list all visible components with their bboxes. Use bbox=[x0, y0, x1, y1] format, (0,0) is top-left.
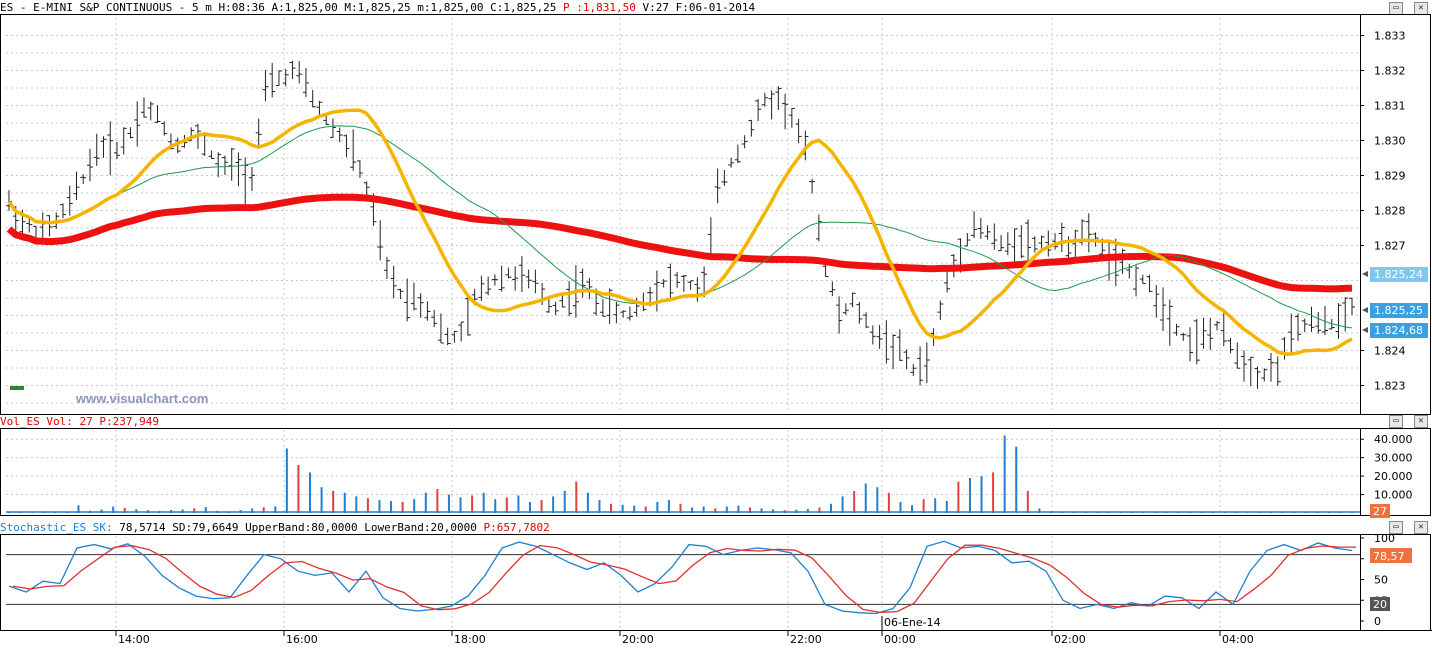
slow-moving-average-line bbox=[6, 193, 1353, 293]
price-tag-label: 1.824,68 bbox=[1374, 324, 1423, 337]
volume-indicator-label: Vol_ES Vol: bbox=[0, 415, 73, 428]
time-tick-label: 00:00 bbox=[884, 633, 916, 646]
volume-pane-header: Vol_ES Vol: 27 P:237,949 bbox=[0, 414, 159, 429]
price-tag-arrow bbox=[1362, 327, 1368, 333]
volume-p-label: P: bbox=[99, 415, 113, 428]
stochastic-p-value: 657,7802 bbox=[496, 521, 550, 534]
price-tag-box bbox=[1370, 267, 1428, 282]
price-tag-arrow bbox=[1362, 271, 1368, 277]
stochastic-tick-label: 50 bbox=[1374, 574, 1388, 587]
price-tick-label: 1.831 bbox=[1374, 100, 1406, 113]
time-tick-label: 20:00 bbox=[622, 633, 654, 646]
max-label: M: bbox=[344, 1, 358, 14]
watermark-text: www.visualchart.com bbox=[75, 391, 208, 406]
symbol-label: ES - E-MINI S&P CONTINUOUS - 5 m bbox=[0, 1, 212, 14]
upperband-value: 80,0000 bbox=[311, 521, 358, 534]
upperband-label: UpperBand: bbox=[245, 521, 312, 534]
price-tick-label: 1.824 bbox=[1374, 345, 1406, 358]
stochastic-tick-label: 0 bbox=[1374, 615, 1381, 628]
lowerband-label: LowerBand: bbox=[364, 521, 431, 534]
high-time-value: 08:36 bbox=[231, 1, 265, 14]
volume-indicator-value: 27 bbox=[79, 415, 93, 428]
sk-value: 78,5714 bbox=[119, 521, 166, 534]
volume-tick-label: 20.000 bbox=[1374, 470, 1413, 483]
volume-last-tag-label: 27 bbox=[1373, 505, 1387, 518]
volume-tick-label: 30.000 bbox=[1374, 452, 1413, 465]
price-tick-label: 1.827 bbox=[1374, 240, 1406, 253]
date-value: 06-01-2014 bbox=[688, 1, 756, 14]
stochastic-pane-header: Stochastic_ES SK: 78,5714 SD:79,6649 Upp… bbox=[0, 520, 550, 535]
stochastic-last-tag-box bbox=[1370, 548, 1412, 563]
close-label: C: bbox=[490, 1, 504, 14]
close-value: 1,825,25 bbox=[503, 1, 557, 14]
green-marker bbox=[10, 386, 24, 390]
volume-p-value: 237,949 bbox=[112, 415, 159, 428]
date-marker-label: 06-Ene-14 bbox=[884, 616, 941, 629]
high-time-label: H: bbox=[218, 1, 232, 14]
price-pane-frame bbox=[0, 14, 1431, 415]
time-tick-label: 14:00 bbox=[118, 633, 150, 646]
stochastic-last-tag-label: 78,57 bbox=[1373, 550, 1405, 563]
volume-pane-frame bbox=[0, 428, 1431, 516]
time-tick-label: 02:00 bbox=[1054, 633, 1086, 646]
price-tag-arrow bbox=[1362, 307, 1368, 313]
price-tick-label: 1.832 bbox=[1374, 65, 1406, 78]
volume-last-tag-box bbox=[1370, 504, 1390, 518]
lowerband-value: 20,0000 bbox=[430, 521, 477, 534]
volume-label: V: bbox=[642, 1, 656, 14]
stochastic-band-tag-label: 20 bbox=[1373, 598, 1387, 611]
time-tick-label: 04:00 bbox=[1222, 633, 1254, 646]
price-label: P : bbox=[562, 1, 583, 14]
price-tag-box bbox=[1370, 323, 1428, 338]
sd-value: 79,6649 bbox=[192, 521, 239, 534]
price-tick-label: 1.830 bbox=[1374, 135, 1406, 148]
stochastic-label: Stochastic_ES SK: bbox=[0, 521, 113, 534]
price-tick-label: 1.828 bbox=[1374, 205, 1406, 218]
price-tick-label: 1.823 bbox=[1374, 380, 1406, 393]
time-tick-label: 18:00 bbox=[454, 633, 486, 646]
volume-tick-label: 40.000 bbox=[1374, 433, 1413, 446]
min-value: 1,825,00 bbox=[430, 1, 484, 14]
volume-value: 27 bbox=[655, 1, 669, 14]
price-tick-label: 1.829 bbox=[1374, 170, 1406, 183]
stochastic-k-line bbox=[8, 540, 1353, 615]
time-tick-label: 16:00 bbox=[286, 633, 318, 646]
stochastic-pane-frame bbox=[0, 534, 1431, 631]
stochastic-pane-close-button[interactable]: ✕ bbox=[1414, 521, 1428, 534]
fast-moving-average-line bbox=[7, 108, 1353, 356]
price-tag-box bbox=[1370, 303, 1428, 318]
stochastic-band-tag-box bbox=[1370, 597, 1390, 611]
time-tick-label: 22:00 bbox=[790, 633, 822, 646]
stochastic-d-line bbox=[12, 544, 1356, 614]
volume-tick-label: 10.000 bbox=[1374, 489, 1413, 502]
price-value: 1,831,50 bbox=[582, 1, 636, 14]
price-tag-label: 1.825,24 bbox=[1374, 268, 1423, 281]
volume-pane-close-button[interactable]: ✕ bbox=[1414, 415, 1428, 428]
price-tag-label: 1.825,25 bbox=[1374, 304, 1423, 317]
date-label: F: bbox=[675, 1, 689, 14]
sd-label: SD: bbox=[172, 521, 193, 534]
min-label: m: bbox=[417, 1, 431, 14]
max-value: 1,825,25 bbox=[357, 1, 411, 14]
main-pane-header: ES - E-MINI S&P CONTINUOUS - 5 m H:08:36… bbox=[0, 0, 755, 15]
stochastic-tick-label: 100 bbox=[1374, 532, 1395, 545]
stochastic-p-label: P: bbox=[483, 521, 497, 534]
volume-pane-minimize-button[interactable]: ▭ bbox=[1389, 415, 1403, 428]
open-value: 1,825,00 bbox=[284, 1, 338, 14]
open-label: A: bbox=[271, 1, 285, 14]
stochastic-pane-minimize-button[interactable]: ▭ bbox=[1389, 521, 1403, 534]
price-tick-label: 1.833 bbox=[1374, 30, 1406, 43]
